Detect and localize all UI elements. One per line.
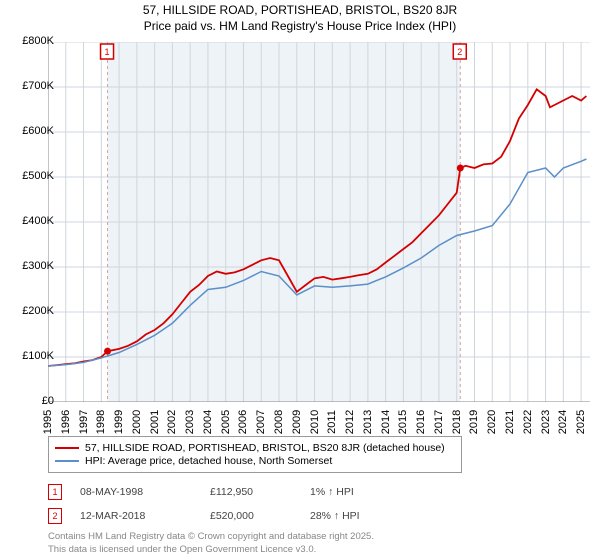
chart-svg: 12 bbox=[48, 42, 590, 402]
y-axis-label: £500K bbox=[4, 170, 54, 182]
legend-row-hpi: HPI: Average price, detached house, Nort… bbox=[55, 455, 455, 467]
x-axis-label: 2003 bbox=[184, 407, 196, 437]
sale-marker-row-1: 1 08-MAY-1998 £112,950 1% ↑ HPI bbox=[48, 484, 548, 500]
x-axis-label: 1999 bbox=[113, 407, 125, 437]
sale-marker-price-2: £520,000 bbox=[210, 510, 310, 522]
legend-box: 57, HILLSIDE ROAD, PORTISHEAD, BRISTOL, … bbox=[48, 436, 462, 473]
x-axis-label: 2001 bbox=[149, 407, 161, 437]
x-axis-label: 2006 bbox=[237, 407, 249, 437]
footer-line1: Contains HM Land Registry data © Crown c… bbox=[48, 531, 374, 543]
chart-plot-area: 12 bbox=[48, 42, 590, 402]
sale-marker-badge-1: 1 bbox=[48, 484, 62, 500]
sale-marker-pct-2: 28% ↑ HPI bbox=[310, 510, 410, 522]
x-axis-label: 2000 bbox=[131, 407, 143, 437]
x-axis-label: 2014 bbox=[380, 407, 392, 437]
x-axis-label: 2010 bbox=[309, 407, 321, 437]
x-axis-label: 1995 bbox=[42, 407, 54, 437]
sale-marker-row-2: 2 12-MAR-2018 £520,000 28% ↑ HPI bbox=[48, 508, 548, 524]
legend-label-hpi: HPI: Average price, detached house, Nort… bbox=[85, 455, 332, 467]
x-axis-label: 2005 bbox=[220, 407, 232, 437]
y-axis-label: £600K bbox=[4, 125, 54, 137]
x-axis-label: 2017 bbox=[433, 407, 445, 437]
y-axis-label: £400K bbox=[4, 215, 54, 227]
y-axis-label: £700K bbox=[4, 80, 54, 92]
legend-row-property: 57, HILLSIDE ROAD, PORTISHEAD, BRISTOL, … bbox=[55, 442, 455, 454]
x-axis-label: 1996 bbox=[60, 407, 72, 437]
y-axis-label: £0 bbox=[4, 395, 54, 407]
x-axis-label: 2021 bbox=[504, 407, 516, 437]
x-axis-label: 2018 bbox=[451, 407, 463, 437]
x-axis-label: 1997 bbox=[78, 407, 90, 437]
x-axis-label: 2015 bbox=[397, 407, 409, 437]
chart-title-line1: 57, HILLSIDE ROAD, PORTISHEAD, BRISTOL, … bbox=[0, 3, 600, 17]
legend-label-property: 57, HILLSIDE ROAD, PORTISHEAD, BRISTOL, … bbox=[85, 442, 445, 454]
sale-marker-pct-1: 1% ↑ HPI bbox=[310, 486, 410, 498]
x-axis-label: 2008 bbox=[273, 407, 285, 437]
y-axis-label: £800K bbox=[4, 35, 54, 47]
y-axis-label: £100K bbox=[4, 350, 54, 362]
sale-marker-date-2: 12-MAR-2018 bbox=[80, 510, 210, 522]
x-axis-label: 2009 bbox=[291, 407, 303, 437]
x-axis-label: 2013 bbox=[362, 407, 374, 437]
x-axis-label: 2011 bbox=[326, 407, 338, 437]
x-axis-label: 2025 bbox=[575, 407, 587, 437]
legend-swatch-property bbox=[55, 447, 79, 449]
x-axis-label: 2016 bbox=[415, 407, 427, 437]
footer-attribution: Contains HM Land Registry data © Crown c… bbox=[48, 531, 374, 556]
sale-marker-price-1: £112,950 bbox=[210, 486, 310, 498]
x-axis-label: 2019 bbox=[468, 407, 480, 437]
legend-swatch-hpi bbox=[55, 460, 79, 462]
x-axis-label: 2012 bbox=[344, 407, 356, 437]
x-axis-label: 2004 bbox=[202, 407, 214, 437]
svg-text:2: 2 bbox=[457, 47, 462, 57]
y-axis-label: £200K bbox=[4, 305, 54, 317]
x-axis-label: 2002 bbox=[166, 407, 178, 437]
sale-marker-date-1: 08-MAY-1998 bbox=[80, 486, 210, 498]
footer-line2: This data is licensed under the Open Gov… bbox=[48, 544, 374, 556]
x-axis-label: 2024 bbox=[557, 407, 569, 437]
sale-marker-badge-2: 2 bbox=[48, 508, 62, 524]
x-axis-label: 2022 bbox=[522, 407, 534, 437]
svg-text:1: 1 bbox=[105, 47, 110, 57]
x-axis-label: 1998 bbox=[95, 407, 107, 437]
x-axis-label: 2023 bbox=[540, 407, 552, 437]
chart-title-line2: Price paid vs. HM Land Registry's House … bbox=[0, 19, 600, 33]
y-axis-label: £300K bbox=[4, 260, 54, 272]
x-axis-label: 2007 bbox=[255, 407, 267, 437]
x-axis-label: 2020 bbox=[486, 407, 498, 437]
